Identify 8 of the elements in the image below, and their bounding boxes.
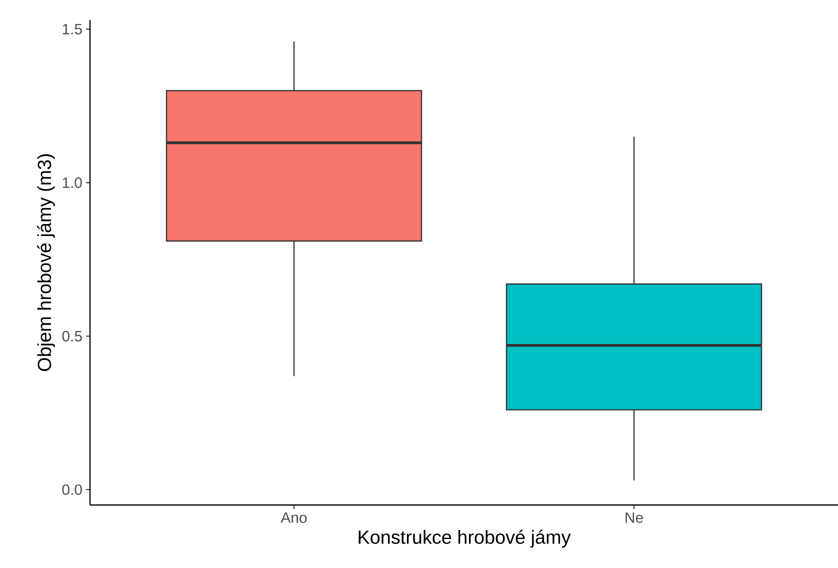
x-tick-label: Ne <box>626 512 643 523</box>
y-tick-label: 1.0 <box>62 177 82 188</box>
y-tick-label: 1.5 <box>62 24 82 34</box>
y-axis-title: Objem hrobové jámy (m3) <box>37 154 55 371</box>
x-axis-title: Konstrukce hrobové jámy <box>358 530 571 548</box>
y-tick-label: 0.0 <box>62 484 82 495</box>
y-tick-label: 0.5 <box>62 330 82 342</box>
x-tick-label: Ano <box>280 512 307 523</box>
